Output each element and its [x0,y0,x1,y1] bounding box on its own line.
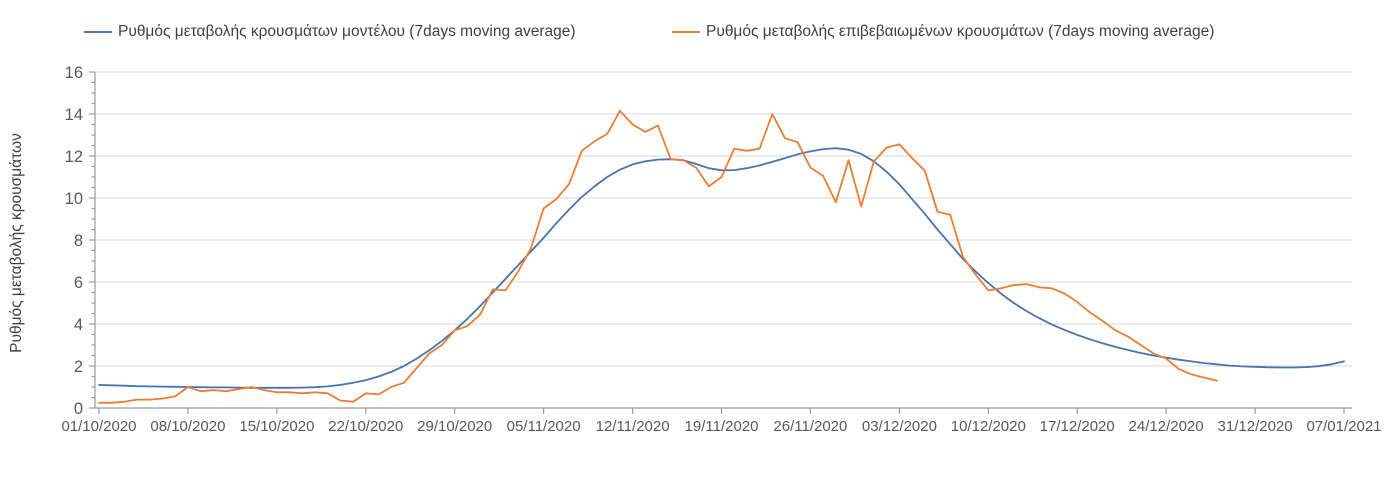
x-axis-tick-label: 10/12/2020 [951,418,1026,435]
x-axis-tick-label: 03/12/2020 [862,418,937,435]
y-axis-tick-label: 14 [65,106,83,124]
y-axis-tick-label: 0 [74,400,83,418]
x-axis-tick-label: 29/10/2020 [417,418,492,435]
x-axis-tick-label: 19/11/2020 [685,418,759,435]
x-axis-tick-label: 22/10/2020 [328,418,403,435]
x-axis-tick-label: 26/11/2020 [773,418,847,435]
legend-item-model: Ρυθμός μεταβολής κρουσμάτων μοντέλου (7d… [84,22,576,42]
x-axis-tick-label: 31/12/2020 [1218,418,1293,435]
x-axis-tick-label: 07/01/2021 [1306,418,1381,435]
x-axis-tick-label: 24/12/2020 [1129,418,1204,435]
x-axis-tick-label: 17/12/2020 [1040,418,1115,435]
y-axis-tick-label: 2 [74,358,83,376]
y-axis-tick-label: 10 [65,190,83,208]
y-axis-tick-label: 4 [74,316,83,334]
x-axis-tick-label: 12/11/2020 [596,418,670,435]
x-axis-tick-label: 08/10/2020 [150,418,225,435]
legend-label-model: Ρυθμός μεταβολής κρουσμάτων μοντέλου (7d… [118,23,576,40]
series-line-confirmed [98,109,1218,404]
legend-line-marker-model [84,31,112,33]
legend-label-confirmed: Ρυθμός μεταβολής επιβεβαιωμένων κρουσμάτ… [706,23,1215,40]
y-axis-tick-label: 6 [74,274,83,292]
y-axis-tick-label: 8 [74,232,83,250]
x-axis-tick-label: 05/11/2020 [507,418,581,435]
legend-item-confirmed: Ρυθμός μεταβολής επιβεβαιωμένων κρουσμάτ… [672,22,1214,42]
y-axis-tick-label: 12 [65,148,83,166]
legend-line-marker-confirmed [672,31,700,33]
x-axis-tick-label: 15/10/2020 [239,418,314,435]
series-line-model [98,147,1345,389]
x-axis-tick-label: 01/10/2020 [61,418,136,435]
y-axis-tick-label: 16 [65,64,83,82]
y-axis-title: Ρυθμός μεταβολής κρουσμάτων [8,133,25,353]
